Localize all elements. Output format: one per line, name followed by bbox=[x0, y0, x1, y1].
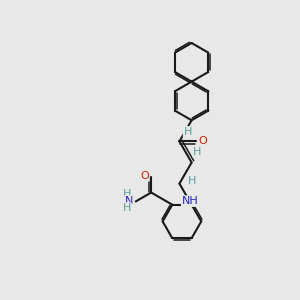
Text: H: H bbox=[188, 176, 196, 186]
Text: H: H bbox=[123, 203, 131, 213]
Text: N: N bbox=[125, 196, 134, 206]
Text: H: H bbox=[123, 189, 131, 199]
Text: NH: NH bbox=[182, 196, 199, 206]
Text: H: H bbox=[184, 127, 192, 137]
Text: H: H bbox=[194, 147, 202, 157]
Text: O: O bbox=[198, 136, 207, 146]
Text: O: O bbox=[140, 171, 149, 181]
